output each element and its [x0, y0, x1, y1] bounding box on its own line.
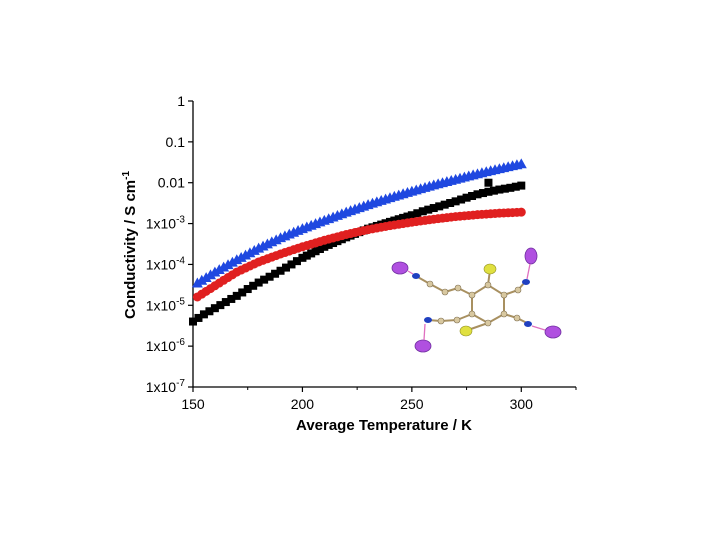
y-tick-exponent: -7	[176, 378, 185, 389]
data-point-square	[407, 211, 416, 220]
data-point-square	[329, 239, 338, 248]
data-point-triangle	[200, 272, 212, 282]
y-axis-title: Conductivity / S cm-1	[121, 171, 139, 320]
x-tick-label: 200	[291, 396, 315, 412]
data-point-square	[210, 304, 219, 313]
data-point-square	[287, 260, 296, 269]
y-tick-base: 1x10	[146, 216, 177, 232]
y-axis-title-text: Conductivity / S cm	[122, 180, 139, 319]
data-point-square	[478, 189, 487, 198]
data-point-square	[324, 240, 333, 249]
y-tick-label: 0.01	[158, 175, 185, 191]
series-triangle	[191, 158, 527, 288]
data-point-square	[221, 298, 230, 307]
y-tick-base: 0.1	[166, 134, 186, 150]
data-point-square	[394, 215, 403, 224]
axis-ticks: 150 200 250 30010.10.011x10-31x10-41x10-51x…	[146, 93, 577, 412]
data-point-square	[205, 307, 214, 316]
data-point-square	[232, 291, 241, 300]
data-point-square	[418, 207, 427, 216]
data-point-square	[265, 272, 274, 281]
data-point-square	[429, 204, 438, 213]
data-point-square	[199, 310, 208, 319]
y-tick-exponent: -3	[176, 215, 185, 226]
data-point-square	[307, 249, 316, 258]
data-point-square	[446, 199, 455, 208]
y-axis-title-exponent: -1	[121, 171, 132, 180]
data-point-square	[489, 186, 498, 195]
data-point-square	[254, 278, 263, 287]
data-point-square	[424, 205, 433, 214]
y-tick-exponent: -6	[176, 337, 185, 348]
y-tick-exponent: -4	[176, 255, 185, 266]
data-point-square	[468, 192, 477, 201]
x-tick-label: 250	[400, 396, 424, 412]
data-point-triangle	[515, 158, 527, 169]
data-point-square	[311, 247, 320, 256]
y-tick-label: 1x10-7	[146, 378, 186, 395]
data-point-square	[282, 263, 291, 272]
data-point-triangle	[196, 274, 208, 285]
y-tick-label: 1	[177, 93, 185, 109]
data-point-square	[517, 181, 526, 190]
y-tick-base: 1x10	[146, 338, 177, 354]
data-point-square	[249, 281, 258, 290]
data-series	[189, 158, 527, 326]
y-tick-label: 1x10-4	[146, 255, 186, 272]
y-tick-label: 1x10-5	[146, 296, 186, 313]
data-point-square	[435, 202, 444, 211]
data-point-square	[473, 190, 482, 199]
data-point-circle	[516, 207, 526, 217]
data-point-square	[298, 253, 307, 262]
data-point-square	[271, 269, 280, 278]
data-point-square	[440, 200, 449, 209]
y-tick-base: 1x10	[146, 256, 177, 272]
data-point-square	[216, 301, 225, 310]
y-tick-exponent: -5	[176, 296, 185, 307]
data-point-square	[495, 185, 504, 194]
data-point-square	[484, 187, 493, 196]
data-point-square	[189, 317, 197, 326]
series-circle	[192, 207, 526, 302]
data-point-square	[238, 288, 247, 297]
data-point-triangle	[205, 269, 217, 280]
data-point-square	[292, 257, 301, 266]
y-tick-base: 0.01	[158, 175, 185, 191]
x-tick-label: 300	[510, 396, 534, 412]
y-tick-label: 1x10-6	[146, 337, 186, 354]
x-tick-label: 150	[181, 396, 205, 412]
data-point-square	[227, 294, 236, 303]
data-point-square	[260, 275, 269, 284]
data-point-square	[403, 212, 412, 221]
data-point-square	[315, 245, 324, 254]
data-point-square	[302, 251, 311, 260]
series-square	[189, 178, 526, 326]
data-point-square	[243, 285, 252, 294]
data-point-square	[320, 242, 329, 251]
data-point-square	[457, 195, 466, 204]
data-point-square	[413, 209, 422, 218]
x-axis-title: Average Temperature / K	[296, 417, 472, 434]
y-tick-label: 1x10-3	[146, 215, 186, 232]
y-tick-base: 1x10	[146, 379, 177, 395]
y-tick-base: 1	[177, 93, 185, 109]
y-tick-label: 0.1	[166, 134, 186, 150]
data-point-square	[462, 193, 471, 202]
data-point-square	[451, 197, 460, 206]
data-point-square	[194, 313, 203, 322]
data-point-square	[511, 182, 520, 191]
data-point-square	[506, 183, 515, 192]
y-tick-base: 1x10	[146, 297, 177, 313]
data-point-triangle	[191, 277, 203, 288]
data-point-square	[500, 184, 509, 193]
data-point-square	[399, 213, 408, 222]
data-point-square	[276, 266, 285, 275]
data-point-square	[484, 178, 493, 187]
molecule-inset	[391, 247, 562, 353]
